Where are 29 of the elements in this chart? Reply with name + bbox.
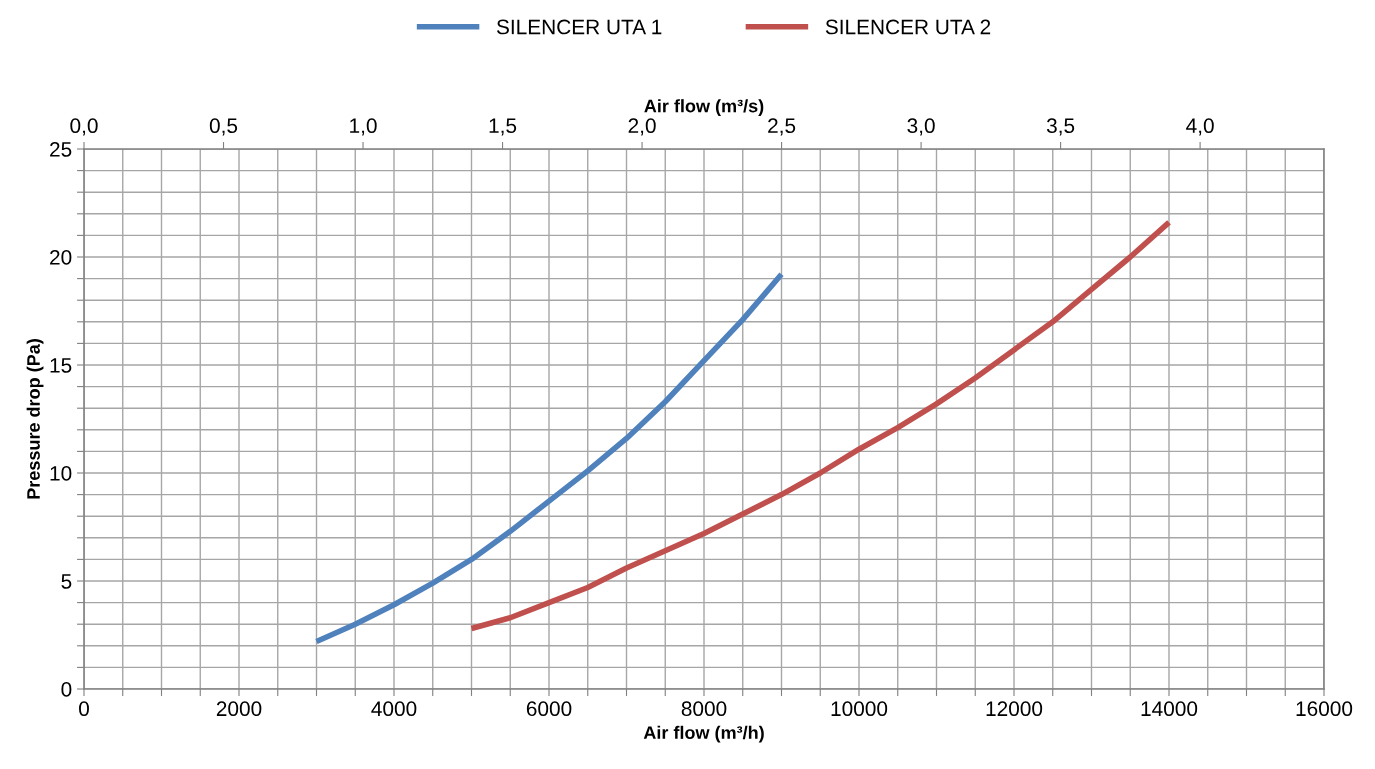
x2-tick-label: 0,5 [209,118,238,136]
x2-tick-label: 3,0 [907,118,935,136]
x-axis-title: Air flow (m³/h) [643,725,764,743]
y-tick-label: 5 [61,574,72,589]
x-tick-label: 4000 [371,701,417,717]
y-tick-label: 15 [50,358,72,373]
y-tick-label: 10 [50,466,72,481]
x2-tick-label: 2,5 [768,118,796,136]
x-tick-label: 2000 [216,701,262,717]
x2-tick-label: 2,0 [628,118,656,136]
x-tick-label: 12000 [986,701,1043,717]
x2-axis-title: Air flow (m³/s) [644,99,764,116]
x-tick-label: 6000 [526,701,572,717]
legend-label: SILENCER UTA 1 [496,19,662,35]
legend-label: SILENCER UTA 2 [825,19,991,35]
x-tick-label: 0 [79,701,89,717]
y-axis-title: Pressure drop (Pa) [26,339,44,499]
x-tick-label: 14000 [1141,701,1198,717]
x-tick-label: 8000 [681,701,727,717]
x2-tick-label: 1,0 [350,118,377,136]
x2-tick-label: 3,5 [1046,118,1075,136]
y-tick-label: 0 [61,682,72,697]
y-tick-label: 20 [50,250,72,265]
x2-tick-label: 4,0 [1186,118,1214,136]
x2-tick-label: 0,0 [70,118,98,136]
x-tick-label: 10000 [831,701,888,717]
x2-tick-label: 1,5 [489,118,517,136]
x-tick-label: 16000 [1296,701,1353,717]
y-tick-label: 25 [50,142,72,157]
